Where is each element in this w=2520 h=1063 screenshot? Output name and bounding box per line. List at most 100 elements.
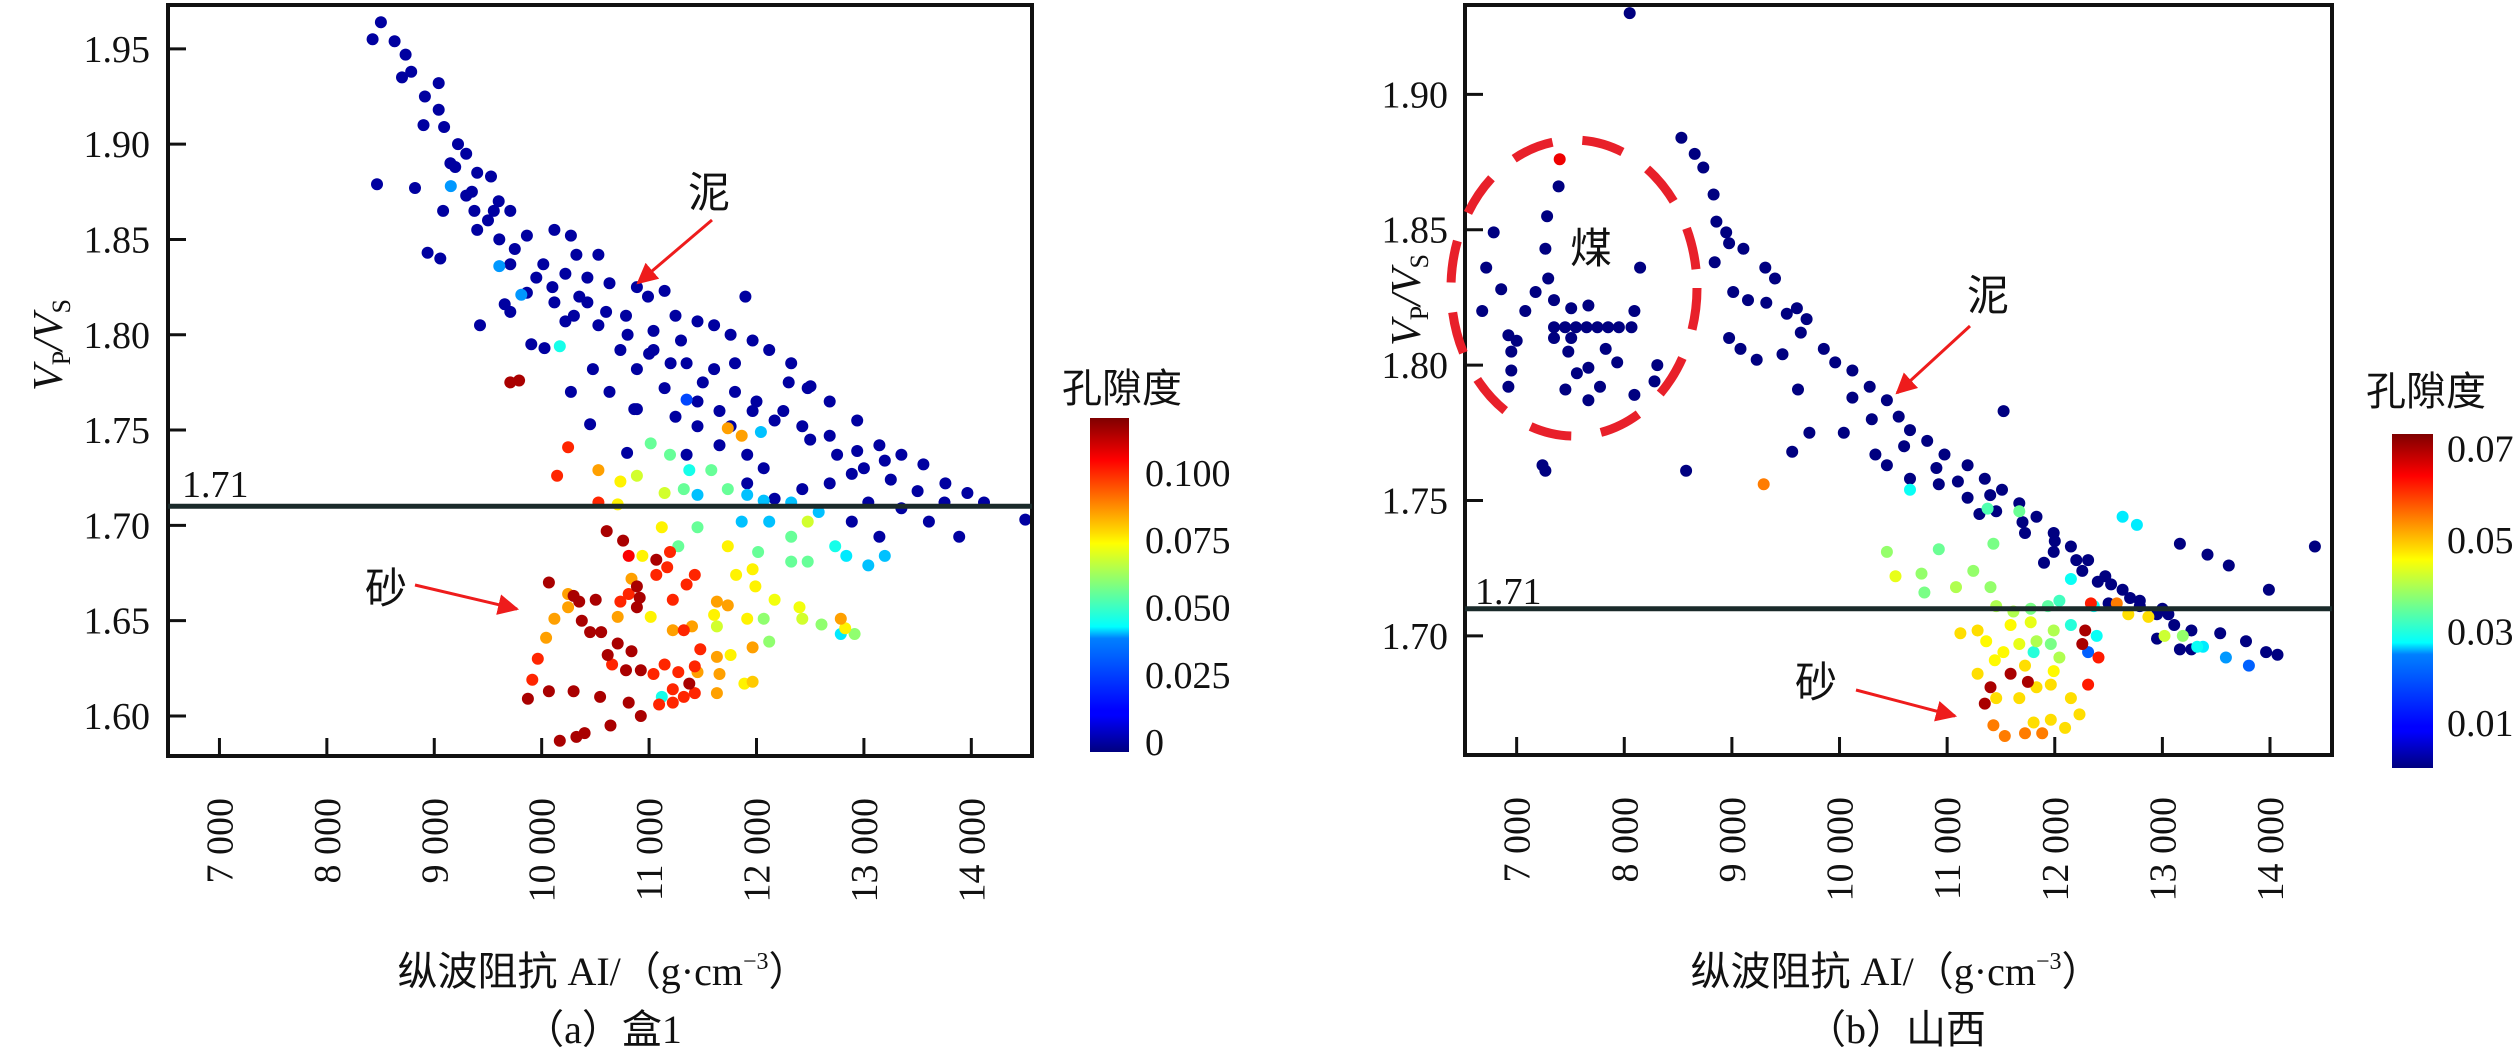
data-point [845,467,858,480]
data-point [922,515,935,528]
data-point [796,420,809,433]
data-point [691,420,704,433]
data-point [823,429,836,442]
data-point [677,483,690,496]
data-point [845,515,858,528]
data-point [2116,583,2129,596]
data-point [586,363,599,376]
data-point [633,591,646,604]
x-tick-label: 10 000 [1820,797,1862,902]
data-point [763,635,776,648]
data-point [939,477,952,490]
data-point [614,475,627,488]
data-point [2092,651,2105,664]
data-point [2019,659,2031,672]
data-point [592,464,605,477]
data-point [614,595,627,608]
data-point [621,446,634,459]
data-point [917,458,930,471]
data-point [2044,678,2057,691]
threshold-label: 1.71 [1475,571,1542,613]
data-point [1846,364,1859,377]
data-point [1978,472,1991,485]
data-point [746,675,759,688]
data-point [768,414,781,427]
data-point [1708,256,1721,269]
data-point [647,668,660,680]
data-point [559,315,572,328]
data-point [1978,697,1991,710]
data-point [2064,692,2077,705]
data-point [485,170,497,183]
data-point [1792,383,1804,396]
data-point [1565,302,1578,315]
data-point [2038,556,2050,569]
data-point [452,138,464,151]
x-axis-title: 纵波阻抗 AI/（g·cm−3） [397,949,808,994]
data-point [658,382,671,395]
data-point [724,328,737,341]
data-point [498,298,511,311]
data-point [2027,716,2040,729]
data-point [2242,659,2255,672]
data-point [630,469,643,482]
data-point [2308,540,2321,553]
data-point [1591,321,1604,334]
data-point [647,324,660,337]
data-point [594,690,607,703]
data-point [1476,305,1489,317]
data-point [1737,242,1750,255]
data-point [642,290,654,303]
data-point [2240,635,2252,648]
data-point [1553,153,1566,166]
axes: 7 000 8 000 9 000 10 000 11 000 12 000 13 000 1… [84,3,1034,903]
data-point [2047,545,2060,558]
data-point [1869,448,1882,461]
data-point [567,309,580,322]
data-point [708,608,721,621]
panel-a-he1: 7 000 8 000 9 000 10 000 11 000 12 000 13 000 1… [26,3,1231,1052]
data-point [1889,570,1902,583]
data-point [741,448,754,461]
data-point [2222,559,2235,572]
data-point [432,103,445,116]
data-point [1502,380,1515,393]
data-point [1930,462,1943,474]
colorbar-title: 孔隙度 [1062,366,1182,411]
data-point [666,624,679,637]
data-point [710,687,723,700]
data-point [953,530,966,543]
data-point [1505,345,1518,358]
data-point [801,515,814,528]
data-point [504,204,517,217]
data-point [688,568,701,581]
data-point [2019,527,2031,539]
data-point [691,521,704,534]
data-point [538,342,551,355]
data-point [688,660,701,673]
x-tick-label: 10 000 [522,798,564,903]
data-point [1559,383,1572,396]
data-point [848,628,861,640]
data-point [730,568,743,581]
data-point [493,260,506,273]
data-point [622,588,635,600]
data-point [2064,619,2077,631]
data-point [1542,272,1555,285]
data-point [1519,305,1532,317]
y-tick-label: 1.70 [1382,616,1449,658]
data-point [768,593,781,606]
data-point [2201,548,2214,561]
scatter-points [366,16,1032,747]
data-point [705,464,718,477]
y-tick-label: 1.60 [84,696,151,738]
data-point [1602,321,1615,334]
data-point [708,363,721,376]
data-point [873,530,886,543]
data-point [691,315,704,328]
data-point [961,487,974,499]
data-point [2185,624,2198,637]
data-point [735,429,748,442]
data-point [493,233,506,246]
